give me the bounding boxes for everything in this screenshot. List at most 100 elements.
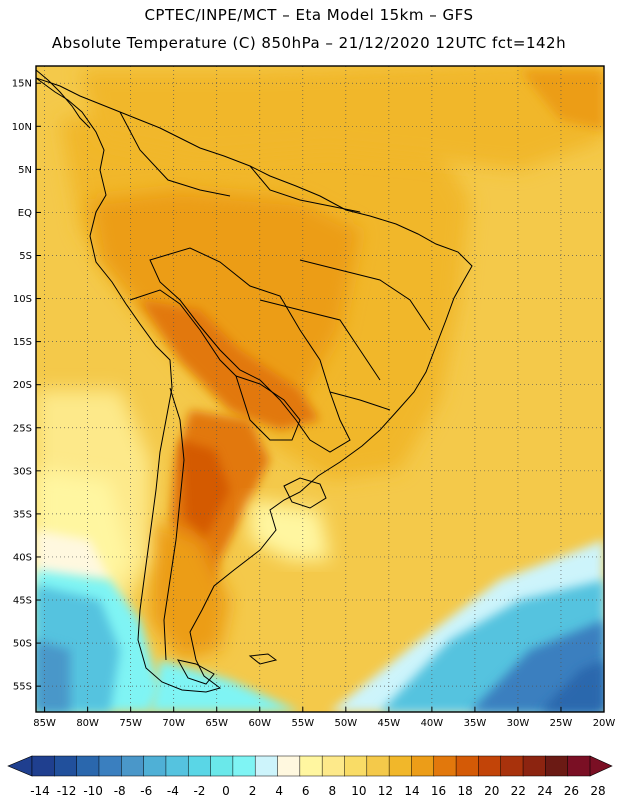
colorbar-swatch (522, 755, 546, 777)
central-america-coast (36, 69, 91, 129)
uruguay-border (283, 477, 327, 509)
colorbar-max-arrow (589, 755, 613, 777)
colorbar-label: 12 (378, 784, 393, 798)
lon-tick-label: 60W (248, 718, 271, 729)
colorbar-swatch (455, 755, 479, 777)
lat-tick-label: 10S (13, 294, 32, 305)
colorbar-swatch (98, 755, 122, 777)
graticule (36, 66, 604, 712)
colorbar-label: -10 (83, 784, 103, 798)
latitude-axis: 15N 10N 5N EQ 5S 10S 15S 20S 25S 30S 35S 40S 45S 50S 5… (12, 79, 41, 693)
colorbar-swatch (433, 755, 457, 777)
lon-tick-label: 70W (162, 718, 185, 729)
colorbar-label: -4 (167, 784, 179, 798)
colorbar-swatch (54, 755, 78, 777)
lat-tick-label: 20S (13, 380, 32, 391)
colorbar-label: 20 (484, 784, 499, 798)
lat-tick-label: 5N (18, 165, 32, 176)
tierra-del-fuego (177, 659, 215, 685)
colorbar-swatch (545, 755, 569, 777)
lon-tick-label: 80W (76, 718, 99, 729)
colorbar-swatch (210, 755, 234, 777)
argentina-chile-border (163, 387, 185, 661)
paraguay-border (235, 375, 301, 441)
colorbar-label: -2 (193, 784, 205, 798)
coastlines (36, 69, 473, 693)
lon-tick-label: 20W (593, 718, 616, 729)
colorbar-label: 4 (275, 784, 283, 798)
colorbar-swatch (299, 755, 323, 777)
lon-tick-label: 40W (421, 718, 444, 729)
colorbar-label: 0 (222, 784, 230, 798)
lat-tick-label: 45S (13, 596, 32, 607)
state-borders-2 (259, 299, 381, 381)
peru-bolivia-border (129, 289, 237, 377)
lon-tick-label: 85W (33, 718, 56, 729)
colorbar-swatch (388, 755, 412, 777)
lat-tick-label: 50S (13, 639, 32, 650)
colorbar-swatch (254, 755, 279, 777)
lat-tick-label: 10N (12, 122, 32, 133)
lon-tick-label: 75W (119, 718, 142, 729)
longitude-axis: 85W 80W 75W 70W 65W 60W 55W 50W 45W 40W 35W 30W 25W 2… (33, 707, 615, 729)
state-borders-3 (329, 391, 391, 411)
colorbar-swatch (165, 755, 189, 777)
colorbar-swatch (567, 755, 591, 777)
colorbar-swatch (321, 755, 346, 777)
colorbar: -14 -12 -10 -8 -6 -4 -2 0 2 4 6 8 10 12 14 16 18 20 22 24 26… (7, 755, 613, 798)
colorbar-swatch (478, 755, 502, 777)
lat-tick-label: 15N (12, 79, 32, 90)
state-borders-1 (299, 259, 431, 331)
colorbar-label: -8 (114, 784, 126, 798)
colorbar-label: 2 (249, 784, 257, 798)
lon-tick-label: 50W (335, 718, 358, 729)
lon-tick-label: 35W (464, 718, 487, 729)
colorbar-label: 26 (564, 784, 579, 798)
lon-tick-label: 45W (378, 718, 401, 729)
lat-tick-label: 40S (13, 552, 32, 563)
colorbar-label: 18 (458, 784, 473, 798)
colorbar-swatch (31, 755, 55, 777)
colorbar-swatch (143, 755, 167, 777)
lon-tick-label: 30W (507, 718, 530, 729)
map-frame (35, 65, 605, 713)
colorbar-label: -14 (30, 784, 50, 798)
temperature-field (36, 66, 604, 712)
colorbar-label: -6 (140, 784, 152, 798)
lat-tick-label: 5S (19, 251, 32, 262)
colorbar-swatch (500, 755, 524, 777)
colorbar-label: 10 (351, 784, 366, 798)
colorbar-label: -12 (57, 784, 77, 798)
colorbar-swatch (366, 755, 390, 777)
lat-tick-label: 55S (13, 682, 32, 693)
colorbar-label: 14 (404, 784, 419, 798)
lat-tick-label: 25S (13, 423, 32, 434)
colorbar-label: 8 (328, 784, 336, 798)
guianas-border (249, 165, 361, 213)
chart-title-line1: CPTEC/INPE/MCT – Eta Model 15km – GFS (144, 6, 474, 24)
south-america-coastline (36, 77, 473, 693)
colorbar-label: 28 (590, 784, 605, 798)
colorbar-swatch (344, 755, 368, 777)
lon-tick-label: 25W (550, 718, 573, 729)
brazil-border (149, 247, 351, 453)
colorbar-swatch (232, 755, 256, 777)
colorbar-label: 16 (431, 784, 446, 798)
colorbar-label: 24 (537, 784, 552, 798)
lat-tick-label: 35S (13, 509, 32, 520)
colorbar-swatch (76, 755, 100, 777)
colorbar-min-arrow (7, 755, 33, 777)
lon-tick-label: 65W (205, 718, 228, 729)
falklands (248, 653, 278, 665)
colorbar-label: 22 (511, 784, 526, 798)
lat-tick-label: EQ (18, 208, 32, 219)
colorbar-swatch (121, 755, 145, 777)
lat-tick-label: 15S (13, 337, 32, 348)
colorbar-swatch (411, 755, 435, 777)
lat-tick-label: 30S (13, 466, 32, 477)
lon-tick-label: 55W (291, 718, 314, 729)
colorbar-swatch (187, 755, 212, 777)
venezuela-colombia-border (119, 111, 231, 197)
colorbar-swatch (277, 755, 301, 777)
chart-title-line2: Absolute Temperature (C) 850hPa – 21/12/… (51, 34, 567, 52)
